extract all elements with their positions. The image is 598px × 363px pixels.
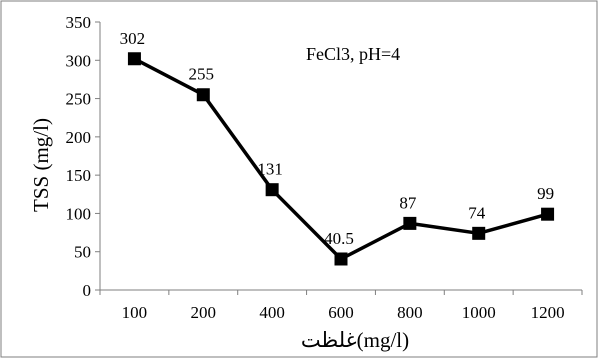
x-tick-label: 600: [328, 303, 354, 322]
data-label: 99: [537, 184, 554, 203]
data-point-marker: [334, 252, 348, 266]
chart-annotation: FeCl3, pH=4: [306, 44, 400, 64]
data-point-marker: [265, 183, 279, 197]
axes: 0 50 100 150 200 250 300 350 100 200 400 600 800 1000…: [66, 13, 583, 322]
data-labels: 302 255 131 40.5 87 74 99: [120, 29, 554, 248]
x-tick-label: 400: [259, 303, 285, 322]
y-tick-label: 350: [66, 13, 92, 32]
y-tick-label: 200: [66, 128, 92, 147]
x-tick-label: 800: [397, 303, 423, 322]
data-label: 255: [189, 65, 215, 84]
x-tick-label: 200: [191, 303, 217, 322]
x-axis-title: غلظت(mg/l): [301, 328, 409, 352]
data-label: 302: [120, 29, 146, 48]
data-label: 74: [468, 203, 486, 222]
series-markers: [127, 52, 555, 266]
x-tick-label: 100: [122, 303, 148, 322]
y-tick-label: 300: [66, 51, 92, 70]
x-tick-label: 1200: [531, 303, 565, 322]
data-label: 87: [399, 193, 417, 212]
y-tick-label: 50: [74, 243, 91, 262]
data-label: 40.5: [324, 229, 354, 248]
data-point-marker: [127, 52, 141, 66]
y-tick-label: 150: [66, 166, 92, 185]
data-point-marker: [472, 226, 486, 240]
data-label: 131: [257, 160, 283, 179]
data-point-marker: [403, 216, 417, 230]
y-tick-label: 0: [83, 281, 92, 300]
y-axis-title: TSS (mg/l): [29, 118, 53, 212]
data-point-marker: [196, 88, 210, 102]
y-tick-label: 100: [66, 204, 92, 223]
y-tick-label: 250: [66, 90, 92, 109]
data-point-marker: [541, 207, 555, 221]
x-tick-label: 1000: [462, 303, 496, 322]
